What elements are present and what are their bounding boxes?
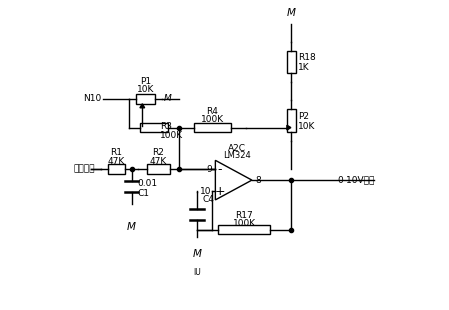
Bar <box>218 225 270 234</box>
Bar <box>194 123 231 132</box>
Text: 100K: 100K <box>201 115 224 124</box>
Text: 9: 9 <box>206 165 212 174</box>
Text: P2: P2 <box>298 112 309 121</box>
Text: 1K: 1K <box>298 63 310 72</box>
Text: 电量输入: 电量输入 <box>74 164 95 173</box>
Text: R3: R3 <box>160 122 172 131</box>
Text: M: M <box>193 249 202 259</box>
Text: 0-10V输出: 0-10V输出 <box>338 176 375 185</box>
Text: R18: R18 <box>298 53 316 62</box>
Text: R2: R2 <box>152 148 164 157</box>
Text: 0.01: 0.01 <box>137 179 157 188</box>
Text: 100K: 100K <box>160 131 183 140</box>
Polygon shape <box>287 125 291 130</box>
Bar <box>136 94 154 104</box>
Bar <box>147 164 170 174</box>
Bar <box>287 51 296 73</box>
Text: R4: R4 <box>207 107 218 116</box>
Polygon shape <box>140 104 145 108</box>
Bar <box>140 123 167 132</box>
Text: A2C: A2C <box>228 144 246 153</box>
Text: 47K: 47K <box>150 157 167 166</box>
Text: 10K: 10K <box>298 122 316 131</box>
Text: M: M <box>127 222 136 232</box>
Text: M: M <box>287 8 296 18</box>
Text: R17: R17 <box>235 211 253 220</box>
Text: LM324: LM324 <box>223 151 251 160</box>
Text: IU: IU <box>193 268 201 277</box>
Text: M: M <box>163 94 172 103</box>
Text: +: + <box>214 185 225 198</box>
Text: 10K: 10K <box>136 85 154 94</box>
Bar <box>108 164 125 174</box>
Text: P1: P1 <box>140 77 151 86</box>
Text: 100K: 100K <box>233 219 256 228</box>
Text: R1: R1 <box>110 148 123 157</box>
Text: 8: 8 <box>255 176 261 185</box>
Text: -: - <box>217 162 222 175</box>
Text: C4: C4 <box>202 195 215 204</box>
Text: 47K: 47K <box>108 157 125 166</box>
Text: C1: C1 <box>137 189 149 198</box>
Bar <box>287 109 296 132</box>
Text: 10: 10 <box>200 187 212 196</box>
Text: N10: N10 <box>83 94 101 103</box>
